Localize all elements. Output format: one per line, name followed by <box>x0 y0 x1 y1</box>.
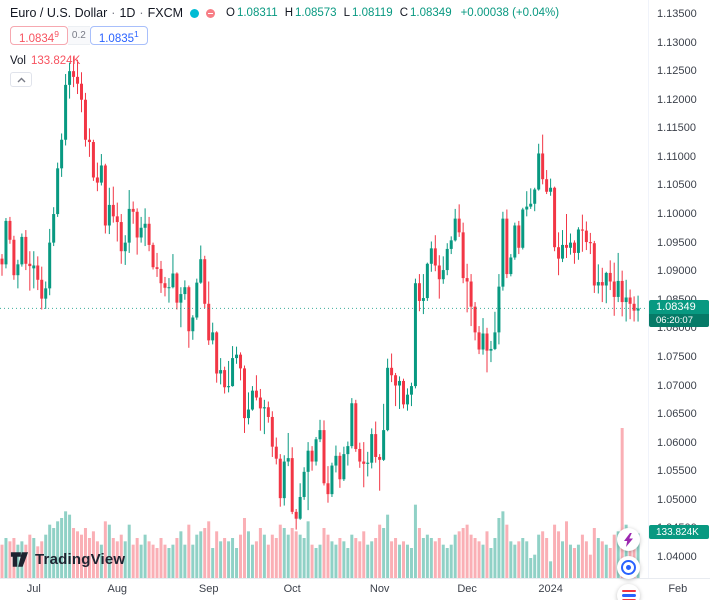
last-price-value: 1.08349 <box>649 300 709 315</box>
lightning-fab-button[interactable] <box>617 528 640 551</box>
price-axis-label: 1.05000 <box>657 493 697 506</box>
tradingview-logo[interactable]: TradingView <box>10 551 125 568</box>
price-axis-label: 1.07000 <box>657 379 697 392</box>
spread-value: 0.2 <box>67 26 90 45</box>
minus-circle-icon[interactable] <box>206 8 216 18</box>
chevron-up-icon <box>17 77 25 82</box>
low-label: L <box>343 7 350 19</box>
stripes-icon <box>621 589 636 600</box>
low-value: 1.08119 <box>351 7 393 19</box>
volume-axis-label: 133.824K <box>649 525 709 540</box>
rings-fab-button[interactable] <box>617 556 640 579</box>
time-axis-label: Oct <box>283 583 301 595</box>
separator: · <box>139 6 144 20</box>
buy-price: 1.0835 <box>98 32 135 45</box>
status-dot-icon[interactable] <box>190 8 200 18</box>
ohlc-values: O 1.08311 H 1.08573 L 1.08119 C 1.08349 <box>226 7 452 19</box>
open-label: O <box>226 7 235 19</box>
price-axis-label: 1.05500 <box>657 465 697 478</box>
price-axis-label: 1.12000 <box>657 93 697 106</box>
stripes-fab-button[interactable] <box>617 584 640 600</box>
change-value: +0.00038 (+0.04%) <box>460 7 560 19</box>
volume-label: Vol <box>10 55 26 67</box>
time-axis-label: Aug <box>107 583 128 595</box>
concentric-rings-icon <box>621 560 636 575</box>
sell-button[interactable]: 1.08349 <box>10 26 68 45</box>
sell-price-sup: 9 <box>54 29 59 39</box>
time-axis[interactable]: Jul Aug Sep Oct Nov Dec 2024 Feb <box>0 578 710 600</box>
time-axis-label: 2024 <box>538 583 563 595</box>
price-axis-label: 1.10000 <box>657 208 697 221</box>
price-axis-label: 1.12500 <box>657 65 697 78</box>
bar-countdown: 06:20:07 <box>649 314 709 328</box>
time-axis-label: Dec <box>457 583 477 595</box>
price-axis-label: 1.11000 <box>657 150 696 163</box>
quick-action-buttons <box>617 528 641 600</box>
symbol-title[interactable]: Euro / U.S. Dollar <box>10 6 108 20</box>
volume-value: 133.824K <box>31 55 81 67</box>
price-axis-label: 1.13500 <box>657 8 697 20</box>
time-axis-label: Feb <box>668 583 688 595</box>
interval-value[interactable]: 1D <box>119 6 136 20</box>
high-value: 1.08573 <box>295 7 337 19</box>
volume-legend[interactable]: Vol 133.824K <box>10 55 559 67</box>
price-axis-label: 1.09000 <box>657 265 697 278</box>
price-chart-svg[interactable] <box>0 0 648 578</box>
price-axis-label: 1.09500 <box>657 236 697 249</box>
sell-price: 1.0834 <box>19 32 55 45</box>
price-axis[interactable]: 1.13500 1.13000 1.12500 1.12000 1.11500 1.110… <box>648 0 710 578</box>
open-value: 1.08311 <box>236 7 278 19</box>
price-axis-label: 1.11500 <box>657 122 696 135</box>
legend: Euro / U.S. Dollar · 1D · FXCM O 1.08311 … <box>10 6 559 87</box>
time-axis-label: Jul <box>26 583 41 595</box>
high-label: H <box>284 7 293 19</box>
price-axis-label: 1.07500 <box>657 350 697 363</box>
close-value: 1.08349 <box>410 7 452 19</box>
buy-price-sup: 1 <box>134 29 139 39</box>
close-label: C <box>399 7 409 19</box>
time-axis-label: Sep <box>198 583 219 595</box>
price-axis-label: 1.10500 <box>657 179 697 192</box>
buy-button[interactable]: 1.08351 <box>89 26 148 45</box>
price-axis-label: 1.06000 <box>657 436 697 449</box>
time-axis-label: Nov <box>369 583 390 595</box>
price-axis-label: 1.06500 <box>657 408 697 421</box>
tradingview-logo-icon <box>10 552 29 567</box>
price-axis-label: 1.13000 <box>657 36 697 49</box>
separator: · <box>111 6 116 20</box>
exchange-value[interactable]: FXCM <box>147 6 184 20</box>
tradingview-logo-text: TradingView <box>35 551 126 568</box>
price-axis-label: 1.04000 <box>657 551 697 563</box>
lightning-icon <box>624 532 633 547</box>
collapse-legend-button[interactable] <box>10 72 32 87</box>
last-price-label[interactable]: 1.08349 06:20:07 <box>649 300 709 328</box>
